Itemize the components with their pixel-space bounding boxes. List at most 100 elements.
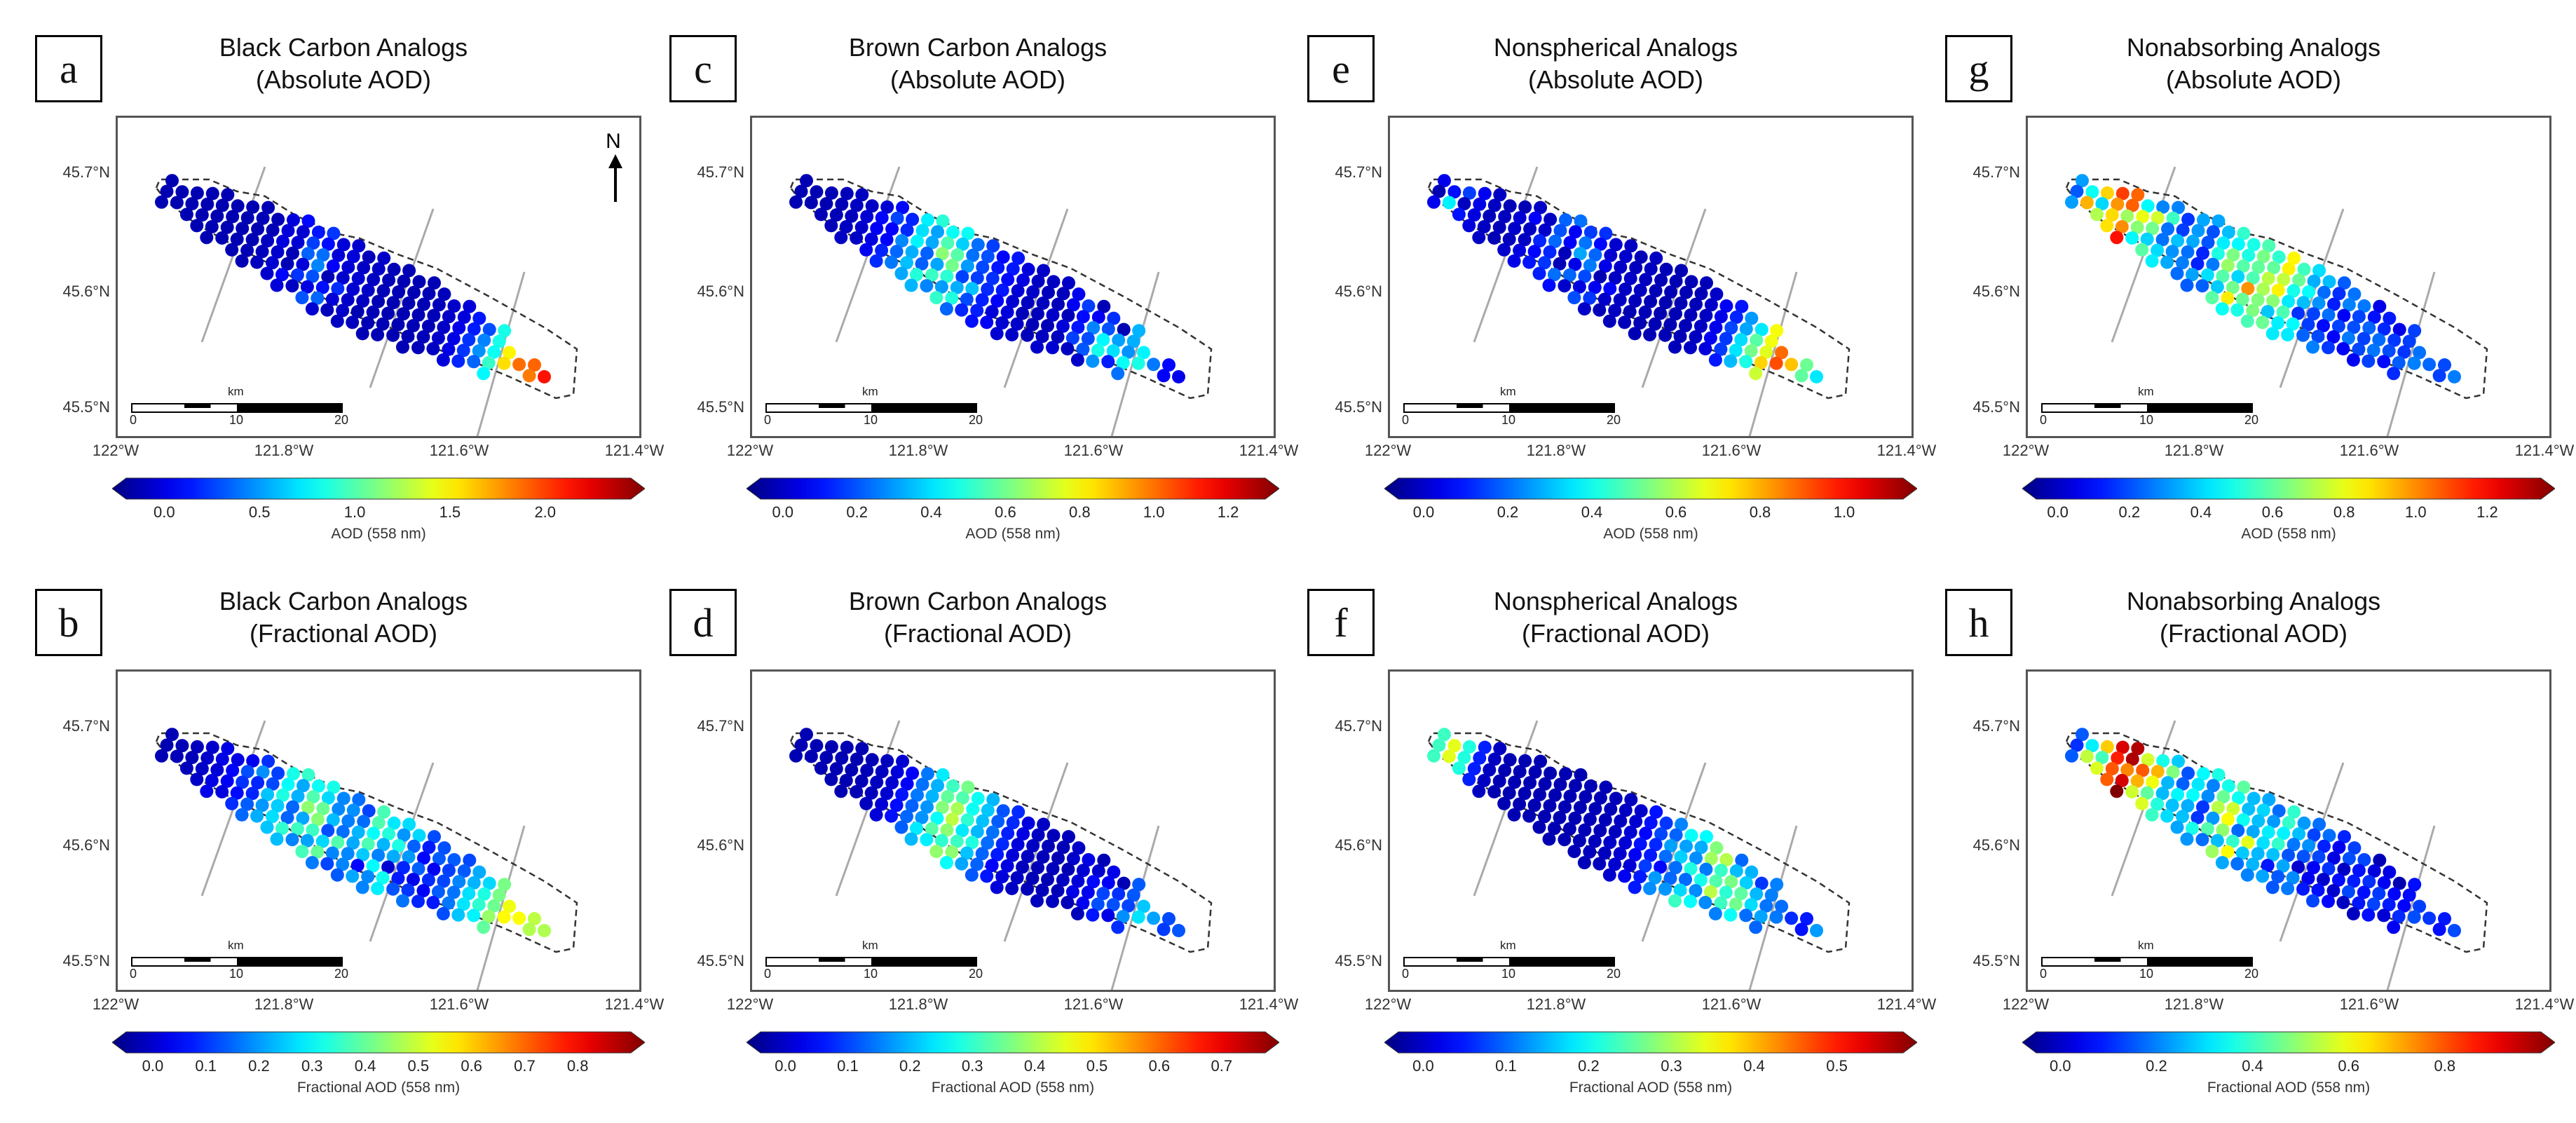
retrieval-dot xyxy=(1477,220,1491,233)
retrieval-dot xyxy=(301,801,315,815)
retrieval-dot xyxy=(2336,896,2350,909)
retrieval-dot xyxy=(240,243,254,257)
retrieval-dot xyxy=(939,856,953,870)
retrieval-dot xyxy=(1472,784,1486,798)
colorbar-tick: 1.0 xyxy=(343,503,366,521)
retrieval-dot xyxy=(2125,198,2139,212)
retrieval-dot xyxy=(895,234,909,247)
retrieval-dot xyxy=(442,310,456,324)
retrieval-dot xyxy=(472,311,486,325)
retrieval-dot xyxy=(1659,816,1673,830)
retrieval-dot xyxy=(195,208,209,222)
retrieval-dot xyxy=(1603,282,1617,296)
retrieval-dot xyxy=(875,797,889,811)
latitude-tick: 45.5°N xyxy=(1972,952,2020,969)
retrieval-dot xyxy=(1714,310,1728,324)
retrieval-dot xyxy=(1704,298,1718,312)
retrieval-dot xyxy=(280,257,294,271)
retrieval-dot xyxy=(382,273,396,287)
retrieval-dot xyxy=(970,271,984,285)
colorbar-tick: 0.6 xyxy=(1665,503,1687,521)
retrieval-dot xyxy=(1010,871,1024,885)
retrieval-dot xyxy=(2383,865,2397,879)
retrieval-dot xyxy=(1101,908,1115,923)
retrieval-dot xyxy=(1473,751,1487,765)
retrieval-dot xyxy=(1599,226,1613,240)
retrieval-dot xyxy=(890,765,904,779)
retrieval-dot xyxy=(2282,294,2296,308)
retrieval-dot xyxy=(205,740,219,754)
retrieval-dot xyxy=(1502,786,1516,800)
retrieval-dot xyxy=(1543,799,1557,812)
retrieval-dot xyxy=(1005,882,1019,895)
plume-outline xyxy=(155,178,578,400)
retrieval-dot xyxy=(2266,848,2280,862)
retrieval-dot xyxy=(301,768,315,782)
retrieval-dot xyxy=(1658,296,1672,310)
retrieval-dot xyxy=(336,857,350,871)
retrieval-dot xyxy=(900,223,914,237)
retrieval-dot xyxy=(2076,728,2089,742)
colorbar-tick: 0.0 xyxy=(142,1057,164,1075)
retrieval-dot xyxy=(1046,308,1060,322)
retrieval-dot xyxy=(1669,861,1682,875)
scale-bar-tick: 20 xyxy=(969,413,983,427)
retrieval-dot xyxy=(250,809,264,823)
retrieval-dot xyxy=(834,231,848,245)
retrieval-dot xyxy=(266,777,280,791)
retrieval-dot xyxy=(865,199,879,213)
longitude-tick: 122°W xyxy=(726,995,774,1013)
retrieval-dot xyxy=(336,825,350,838)
retrieval-dot xyxy=(1588,248,1602,262)
retrieval-dot xyxy=(240,797,254,811)
longitude-tick: 121.4°W xyxy=(2514,995,2575,1013)
retrieval-dot xyxy=(925,822,939,836)
retrieval-dot xyxy=(432,852,446,866)
longitude-tick: 121.6°W xyxy=(1063,995,1124,1013)
longitude-tick: 121.6°W xyxy=(2339,442,2399,459)
retrieval-dot xyxy=(2341,885,2355,899)
retrieval-dot xyxy=(1538,777,1552,791)
retrieval-dot xyxy=(240,211,254,225)
latitude-tick: 45.6°N xyxy=(697,283,744,300)
retrieval-dot xyxy=(1567,845,1581,859)
retrieval-dot xyxy=(1562,268,1576,282)
retrieval-dot xyxy=(946,225,960,239)
retrieval-dot xyxy=(250,255,264,269)
retrieval-dot xyxy=(2402,888,2416,902)
retrieval-dot xyxy=(2256,283,2270,296)
retrieval-dot xyxy=(1021,328,1035,342)
retrieval-dot xyxy=(2141,753,2155,767)
retrieval-dot xyxy=(2251,293,2265,307)
retrieval-dot xyxy=(332,248,346,262)
retrieval-dot xyxy=(1172,370,1185,383)
retrieval-dot xyxy=(1684,275,1698,289)
retrieval-dot xyxy=(261,200,275,215)
retrieval-dot xyxy=(2407,356,2421,370)
retrieval-dot xyxy=(305,856,319,870)
panel-c: c Brown Carbon Analogs (Absolute AOD) km 0 10… xyxy=(634,0,1298,554)
retrieval-dot xyxy=(810,739,824,753)
retrieval-dot xyxy=(929,845,943,859)
retrieval-dot xyxy=(427,308,441,322)
retrieval-dot xyxy=(2200,268,2214,282)
retrieval-dot xyxy=(2287,284,2301,298)
retrieval-dot xyxy=(1051,330,1065,344)
map-area xyxy=(750,116,1276,438)
latitude-tick: 45.5°N xyxy=(1335,398,1382,416)
latitude-tick: 45.6°N xyxy=(1972,836,2020,854)
retrieval-dot xyxy=(442,896,456,910)
map-area xyxy=(750,669,1276,992)
retrieval-dot xyxy=(2221,225,2235,239)
retrieval-dot xyxy=(2322,894,2335,908)
retrieval-dot xyxy=(2145,254,2159,268)
colorbar-tick: 0.7 xyxy=(514,1057,536,1075)
retrieval-dot xyxy=(1729,311,1743,324)
retrieval-dot xyxy=(1729,897,1743,911)
retrieval-dot xyxy=(850,198,864,212)
retrieval-dot xyxy=(2151,211,2165,225)
retrieval-dot xyxy=(1714,896,1728,910)
plume-outline xyxy=(155,732,578,953)
retrieval-dot xyxy=(1442,749,1456,763)
retrieval-dot xyxy=(1749,367,1763,381)
